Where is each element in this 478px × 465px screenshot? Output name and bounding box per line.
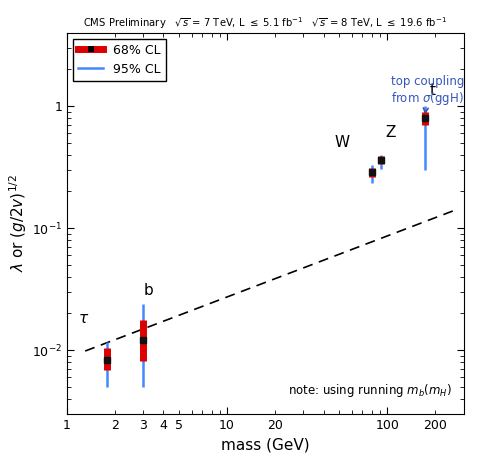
Text: W: W	[334, 135, 349, 150]
Legend: 68% CL, 95% CL: 68% CL, 95% CL	[73, 39, 166, 81]
Text: Z: Z	[385, 126, 395, 140]
X-axis label: mass (GeV): mass (GeV)	[221, 437, 310, 452]
Text: top coupling
from $\sigma$(ggH): top coupling from $\sigma$(ggH)	[391, 75, 464, 113]
Title: CMS Preliminary   $\sqrt{s}$ = 7 TeV, L $\leq$ 5.1 fb$^{-1}$   $\sqrt{s}$ = 8 Te: CMS Preliminary $\sqrt{s}$ = 7 TeV, L $\…	[83, 15, 447, 31]
Text: note: using running $m_b(m_H)$: note: using running $m_b(m_H)$	[288, 382, 452, 399]
Text: t: t	[429, 83, 435, 98]
Text: b: b	[143, 283, 153, 298]
Y-axis label: $\lambda$ or $(g/2v)^{1/2}$: $\lambda$ or $(g/2v)^{1/2}$	[8, 174, 29, 272]
Text: $\tau$: $\tau$	[78, 311, 90, 326]
